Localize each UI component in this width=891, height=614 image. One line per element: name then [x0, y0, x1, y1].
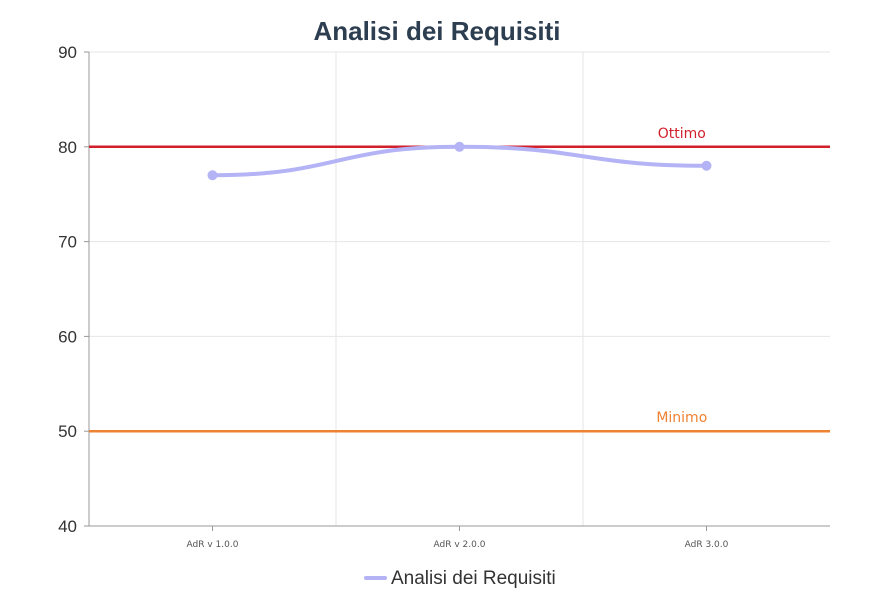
x-tick-label: AdR 3.0.0	[685, 540, 729, 550]
data-point	[701, 160, 712, 171]
y-axis-ticks: 40 50 60 70 80 90	[58, 43, 77, 536]
series	[207, 141, 712, 181]
y-tick-label: 40	[58, 517, 77, 536]
y-tick-label: 90	[58, 43, 77, 62]
legend[interactable]: Analisi dei Requisiti	[364, 568, 556, 589]
grid	[89, 51, 830, 527]
y-tick-label: 50	[58, 422, 77, 441]
chart-title: Analisi dei Requisiti	[313, 16, 560, 46]
reference-label-ottimo: Ottimo	[658, 126, 706, 142]
legend-label: Analisi dei Requisiti	[391, 568, 556, 589]
y-tick-label: 80	[58, 138, 77, 157]
x-tick-label: AdR v 1.0.0	[187, 540, 239, 550]
data-point	[207, 170, 218, 181]
x-axis-ticks: AdR v 1.0.0 AdR v 2.0.0 AdR 3.0.0	[187, 540, 729, 550]
data-point	[454, 141, 465, 152]
reference-lines: Ottimo Minimo	[89, 126, 830, 433]
y-tick-label: 60	[58, 327, 77, 346]
x-tick-label: AdR v 2.0.0	[434, 540, 486, 550]
reference-label-minimo: Minimo	[656, 410, 707, 426]
y-tick-label: 70	[58, 233, 77, 252]
axes	[84, 51, 830, 531]
